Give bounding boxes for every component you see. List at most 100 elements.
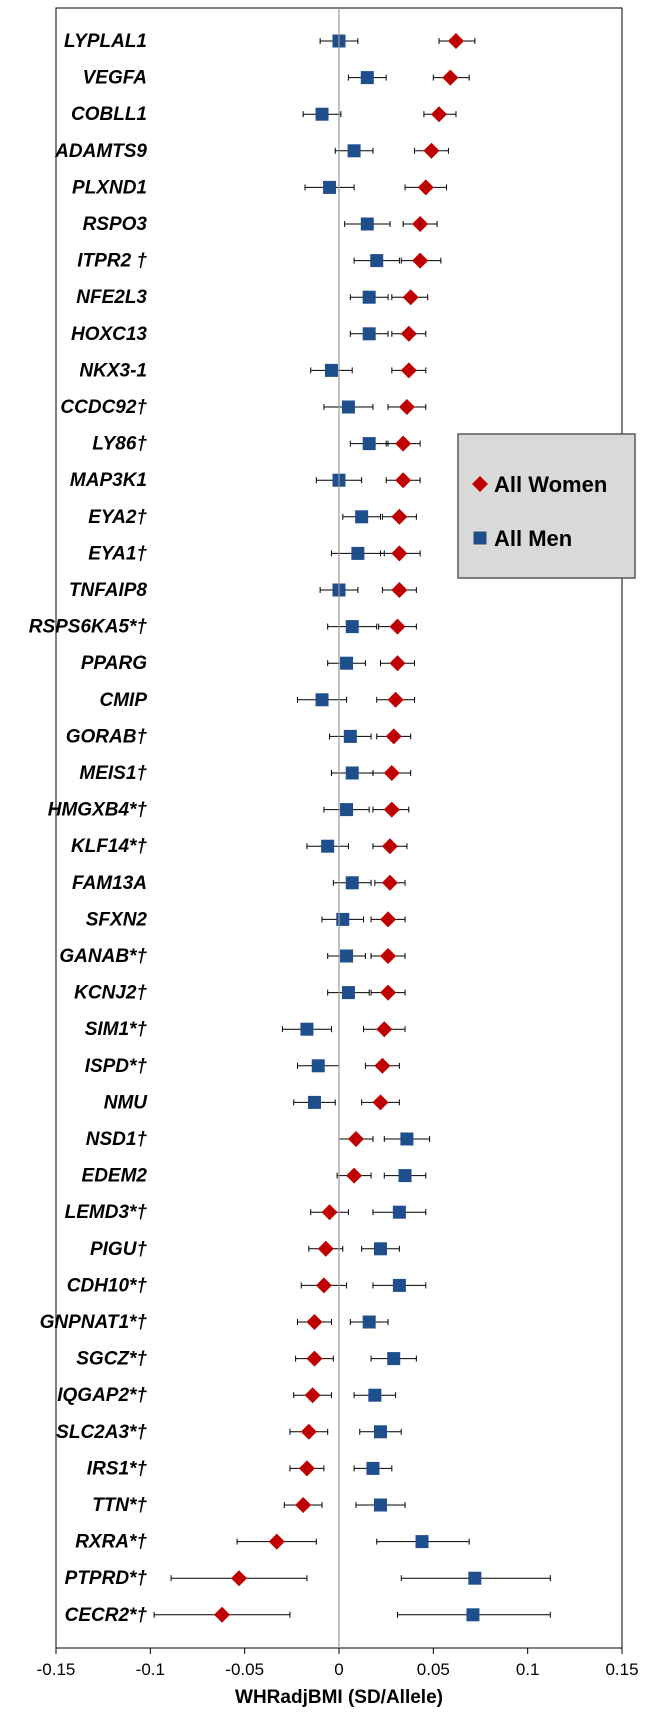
women-point [380, 984, 397, 1001]
men-point [387, 1352, 401, 1366]
gene-label: HOXC13 [71, 324, 147, 345]
gene-label: NKX3-1 [79, 360, 147, 381]
women-point [389, 655, 406, 672]
women-point [295, 1497, 312, 1513]
women-point [372, 1094, 389, 1111]
women-point [380, 911, 397, 928]
gene-label: RXRA*† [75, 1532, 147, 1553]
women-point [214, 1606, 231, 1623]
gene-label: KCNJ2† [74, 983, 147, 1004]
gene-label: FAM13A [72, 873, 147, 894]
gene-label: SLC2A3*† [56, 1422, 147, 1443]
x-tick-label: -0.1 [136, 1660, 165, 1679]
gene-label: ITPR2 † [77, 251, 147, 272]
men-point [392, 1205, 406, 1219]
women-point [402, 289, 419, 306]
men-point [311, 1059, 325, 1073]
gene-label: TTN*† [92, 1495, 147, 1516]
gene-label: SGCZ*† [76, 1349, 147, 1370]
gene-label: EYA2† [88, 507, 147, 528]
gene-label: ISPD*† [85, 1056, 148, 1077]
x-tick-label: -0.05 [225, 1660, 264, 1679]
men-point [362, 327, 376, 341]
women-point [391, 582, 408, 598]
gene-label: CCDC92† [60, 397, 147, 418]
men-point [374, 1425, 388, 1439]
men-point [340, 803, 354, 817]
gene-label: MAP3K1 [70, 470, 147, 491]
women-point [389, 618, 406, 635]
women-point [306, 1314, 323, 1330]
men-point [341, 986, 355, 1000]
women-point [423, 142, 440, 159]
men-point [345, 620, 359, 634]
men-point [362, 437, 376, 451]
women-point [383, 765, 400, 781]
men-point [324, 363, 338, 377]
women-point [306, 1350, 323, 1367]
gene-label: LEMD3*† [65, 1202, 148, 1223]
x-tick-label: -0.15 [37, 1660, 76, 1679]
gene-label: CMIP [100, 690, 148, 711]
men-point [340, 656, 354, 670]
men-point [355, 510, 369, 524]
women-point [398, 399, 415, 415]
women-point [300, 1423, 317, 1440]
men-point [343, 729, 357, 743]
gene-label: GNPNAT1*† [40, 1312, 148, 1333]
gene-label: PIGU† [90, 1239, 147, 1260]
men-point [315, 693, 329, 707]
gene-label: SFXN2 [86, 909, 148, 930]
gene-label: HMGXB4*† [48, 800, 148, 821]
men-point [362, 1315, 376, 1329]
men-point [370, 254, 384, 268]
women-point [317, 1240, 334, 1257]
gene-label: IQGAP2*† [57, 1385, 147, 1406]
legend-entry-label: All Men [494, 526, 572, 551]
x-tick-label: 0.05 [417, 1660, 450, 1679]
x-axis-title: WHRadjBMI (SD/Allele) [235, 1687, 443, 1708]
women-point [374, 1057, 391, 1074]
women-point [417, 179, 434, 196]
men-point [345, 766, 359, 780]
gene-label: SIM1*† [85, 1019, 148, 1040]
women-point [395, 472, 412, 489]
men-point [360, 217, 374, 231]
x-tick-label: 0.1 [516, 1660, 540, 1679]
gene-label: CDH10*† [67, 1275, 148, 1296]
men-point [374, 1498, 388, 1512]
women-point [400, 325, 417, 342]
gene-label: CECR2*† [65, 1605, 148, 1626]
gene-label: COBLL1 [71, 104, 147, 125]
men-point [323, 180, 337, 194]
women-point [376, 1021, 393, 1038]
men-point [336, 912, 350, 926]
gene-label: LYPLAL1 [64, 31, 147, 52]
gene-label: IRS1*† [87, 1458, 148, 1479]
men-point [400, 1132, 414, 1146]
men-point [362, 290, 376, 304]
men-point [392, 1278, 406, 1292]
women-point [391, 545, 408, 562]
men-point [340, 949, 354, 963]
gene-label: KLF14*† [71, 836, 147, 857]
men-point [347, 144, 361, 158]
gene-label: PLXND1 [72, 177, 147, 198]
men-point [374, 1242, 388, 1256]
legend-entry-label: All Women [494, 472, 607, 497]
men-point [307, 1095, 321, 1109]
women-point [391, 508, 408, 525]
women-point [381, 838, 398, 855]
women-point [304, 1387, 321, 1404]
legend-box [457, 433, 636, 579]
gene-label: LY86† [92, 434, 147, 455]
women-point [347, 1131, 364, 1147]
gene-label: PTPRD*† [65, 1568, 148, 1589]
women-point [383, 801, 400, 818]
men-point [415, 1535, 429, 1549]
gene-label: PPARG [81, 653, 147, 674]
legend-women-marker [472, 476, 488, 492]
women-point [412, 216, 429, 232]
gene-label: ADAMTS9 [54, 141, 147, 162]
women-point [268, 1533, 285, 1550]
